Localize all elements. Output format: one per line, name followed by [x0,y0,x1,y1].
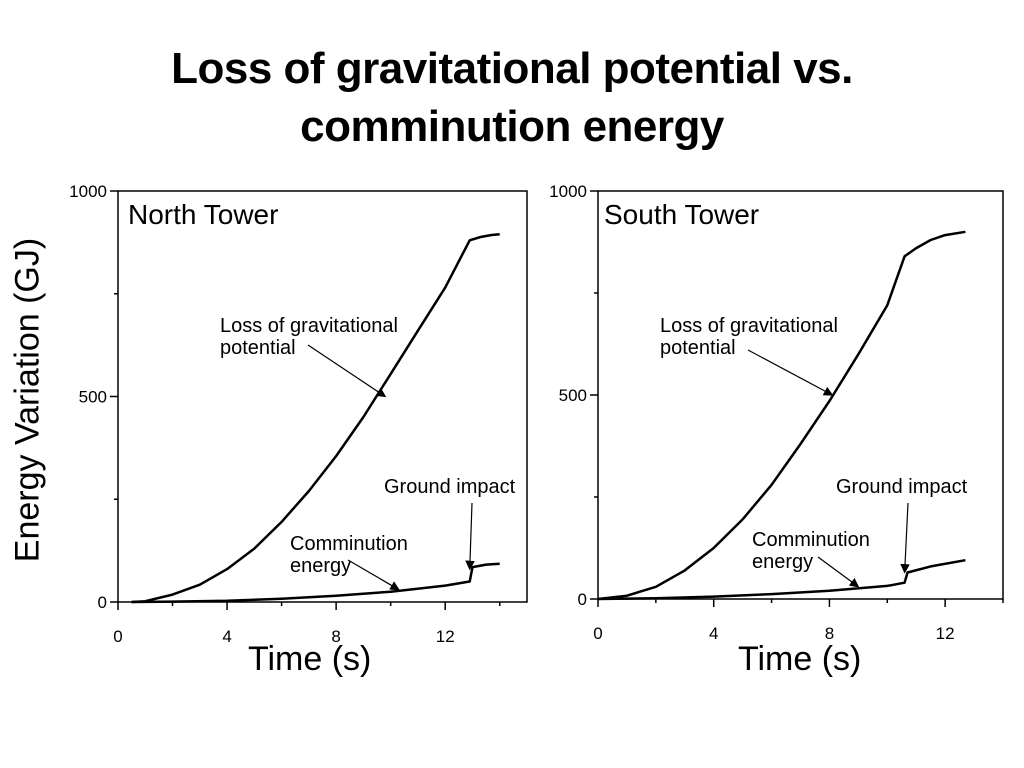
panel-south: 0 500 1000 0 4 8 12 South Tower Loss of gravitat… [549,182,1004,643]
y-tick-label: 500 [559,386,587,405]
annotation-line: Comminution [752,529,870,551]
series-line-gravitational-potential [597,230,966,601]
annotation-line: Loss of gravitational [660,315,838,337]
annotation-arrow [307,344,387,398]
panel-label: South Tower [604,199,759,230]
annotation-label: Loss of gravitational potential [220,315,398,359]
x-tick-label: 0 [113,627,122,646]
annotation-label: Loss of gravitational potential [660,315,838,359]
annotation-label: Ground impact [836,476,968,498]
annotation-arrow [747,349,834,396]
annotation-line: energy [752,551,813,573]
annotation-label: Comminution energy [752,529,870,573]
chart-title: Loss of gravitational potential vs. comm… [0,40,1024,156]
x-tick-label: 4 [222,627,231,646]
annotation-label: Ground impact [384,476,516,498]
x-axis-label-south: Time (s) [738,640,862,678]
annotation-arrow [465,502,475,571]
y-tick-label: 1000 [69,182,107,201]
annotation-line: Loss of gravitational [220,315,398,337]
annotation-line: potential [220,337,296,359]
annotation-line: Ground impact [384,476,516,498]
annotation-line: Comminution [290,533,408,555]
panel-north: 0 500 1000 0 4 8 12 North Tower Loss of gravitat… [69,182,528,646]
annotation-arrow [817,556,860,588]
annotation-line: energy [290,555,351,577]
series-line-comminution-energy [131,562,500,604]
x-axis-label-north: Time (s) [248,640,372,678]
y-tick-label: 0 [578,590,587,609]
annotation-line: potential [660,337,736,359]
x-tick-label: 8 [825,624,834,643]
x-tick-label: 4 [709,624,718,643]
x-tick-label: 12 [436,627,455,646]
y-tick-label: 0 [98,593,107,612]
x-tick-label: 8 [331,627,340,646]
series-line-comminution-energy [597,558,966,601]
annotation-label: Comminution energy [290,533,408,577]
x-tick-label: 12 [936,624,955,643]
title-line-1: Loss of gravitational potential vs. [171,44,853,93]
y-tick-label: 500 [79,388,107,407]
panel-label: North Tower [128,199,278,230]
annotation-line: Ground impact [836,476,968,498]
annotation-arrow [900,502,910,574]
title-line-2: comminution energy [300,102,724,151]
x-tick-label: 0 [593,624,602,643]
annotation-arrow [347,559,400,591]
series-line-gravitational-potential [131,232,500,604]
y-tick-label: 1000 [549,182,587,201]
